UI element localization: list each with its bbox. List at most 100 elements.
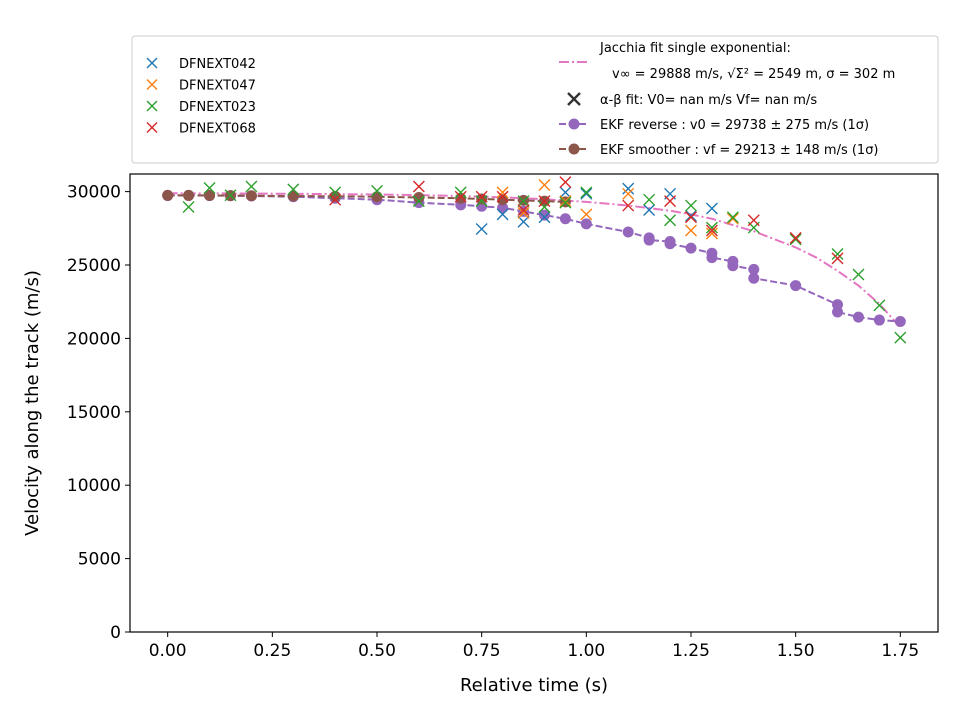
point-dfnext023 (371, 184, 384, 197)
point-dfnext023 (224, 189, 237, 202)
point-dfnext068 (559, 176, 572, 189)
point-dfnext023-stroke-b (517, 195, 530, 208)
legend-ekf-label-5: EKF reverse : v0 = 29738 ± 275 m/s (1σ) (600, 118, 869, 133)
x-tick-label: 0.50 (358, 641, 396, 661)
ekf-point (413, 191, 425, 203)
point-dfnext023 (538, 201, 551, 214)
legend-marker-dfnext068-stroke-b (146, 122, 158, 133)
ekf-point (622, 226, 634, 238)
legend-label-dfnext047: DFNEXT047 (179, 79, 256, 94)
point-dfnext023 (664, 214, 677, 227)
ekf-point (518, 205, 530, 217)
point-dfnext068 (412, 180, 425, 193)
plot-frame (129, 173, 939, 633)
legend-marker-dfnext042 (146, 57, 158, 69)
point-dfnext068-stroke-b (747, 214, 760, 227)
point-dfnext023 (182, 201, 195, 214)
point-dfnext023 (684, 199, 697, 212)
point-dfnext042-stroke-b (559, 186, 572, 199)
point-dfnext023 (894, 331, 907, 344)
point-dfnext023 (287, 183, 300, 196)
point-dfnext023-stroke-b (224, 189, 237, 202)
point-dfnext068 (329, 193, 342, 206)
point-dfnext068 (789, 231, 802, 244)
point-dfnext023-stroke-b (182, 201, 195, 214)
point-dfnext068 (517, 203, 530, 216)
point-dfnext068 (622, 199, 635, 212)
point-dfnext023-stroke-b (371, 184, 384, 197)
legend-ekf-label-6: EKF smoother : vf = 29213 ± 148 m/s (1σ) (600, 143, 879, 158)
legend-marker-dfnext023 (146, 100, 158, 112)
point-dfnext068-stroke-b (329, 193, 342, 206)
point-dfnext023 (412, 195, 425, 208)
x-tick-label: 0.00 (149, 641, 187, 661)
fit-curve-layer (167, 192, 902, 329)
point-dfnext023 (873, 299, 886, 312)
point-dfnext023 (580, 186, 593, 199)
x-tick-label: 1.00 (567, 641, 605, 661)
point-dfnext068-stroke-b (705, 224, 718, 237)
point-dfnext023-stroke-b (559, 196, 572, 209)
ekf-point (245, 190, 257, 202)
point-dfnext068-stroke-b (454, 190, 467, 203)
point-dfnext023-stroke-b (705, 221, 718, 234)
point-dfnext068-stroke-b (559, 176, 572, 189)
point-dfnext068 (454, 190, 467, 203)
point-dfnext047-stroke-b (684, 224, 697, 237)
ekf-point (183, 189, 195, 201)
point-dfnext023 (643, 193, 656, 206)
jacchia-fit-line (167, 192, 902, 329)
point-dfnext023-stroke-b (726, 211, 739, 224)
point-dfnext068-stroke-b (517, 203, 530, 216)
legend-ekf-dot-5 (568, 118, 580, 130)
point-dfnext023-stroke-b (789, 233, 802, 246)
legend-alpha-beta-marker-stroke-b (567, 92, 581, 106)
point-dfnext042 (538, 211, 551, 224)
legend-right-column: Jacchia fit single exponential: v∞ = 2988… (559, 41, 895, 158)
ekf-point (643, 234, 655, 246)
ekf-point (832, 306, 844, 318)
point-dfnext023 (475, 195, 488, 208)
x-tick-label: 0.25 (253, 641, 291, 661)
point-dfnext047 (580, 208, 593, 221)
point-dfnext023 (726, 211, 739, 224)
point-dfnext068 (831, 252, 844, 265)
series-dfnext068 (329, 176, 844, 265)
x-tick-label: 1.75 (881, 641, 919, 661)
point-dfnext047-stroke-b (622, 187, 635, 200)
point-dfnext042 (475, 223, 488, 236)
observation-marker-layer (182, 176, 907, 344)
y-tick-label: 15000 (67, 403, 121, 423)
x-axis-label: Relative time (s) (460, 675, 608, 696)
point-dfnext042-stroke-b (705, 202, 718, 215)
y-axis-ticks: 0 5000 10000 15000 20000 25000 30000 (67, 183, 130, 643)
point-dfnext023-stroke-b (664, 214, 677, 227)
point-dfnext068 (475, 190, 488, 203)
point-dfnext042-stroke-b (580, 187, 593, 200)
point-dfnext042-stroke-b (622, 182, 635, 195)
point-dfnext068-stroke-b (538, 195, 551, 208)
point-dfnext047 (496, 186, 509, 199)
point-dfnext023-stroke-b (287, 183, 300, 196)
point-dfnext023 (705, 221, 718, 234)
point-dfnext023-stroke-b (475, 195, 488, 208)
y-tick-label: 10000 (67, 476, 121, 496)
point-dfnext023-stroke-b (412, 195, 425, 208)
point-dfnext023-stroke-b (643, 193, 656, 206)
point-dfnext042 (705, 202, 718, 215)
y-tick-label: 30000 (67, 183, 121, 203)
point-dfnext047 (559, 195, 572, 208)
legend-label-dfnext068: DFNEXT068 (179, 122, 256, 137)
point-dfnext068-stroke-b (664, 195, 677, 208)
x-axis-ticks: 0.00 0.25 0.50 0.75 1.00 1.25 1.50 1.75 (149, 632, 919, 661)
point-dfnext023-stroke-b (684, 199, 697, 212)
y-tick-label: 5000 (78, 550, 121, 570)
point-dfnext023 (454, 186, 467, 199)
x-tick-label: 1.25 (672, 641, 710, 661)
point-dfnext047 (622, 187, 635, 200)
point-dfnext023 (245, 180, 258, 193)
point-dfnext068 (496, 190, 509, 203)
point-dfnext068-stroke-b (622, 199, 635, 212)
point-dfnext068-stroke-b (475, 190, 488, 203)
